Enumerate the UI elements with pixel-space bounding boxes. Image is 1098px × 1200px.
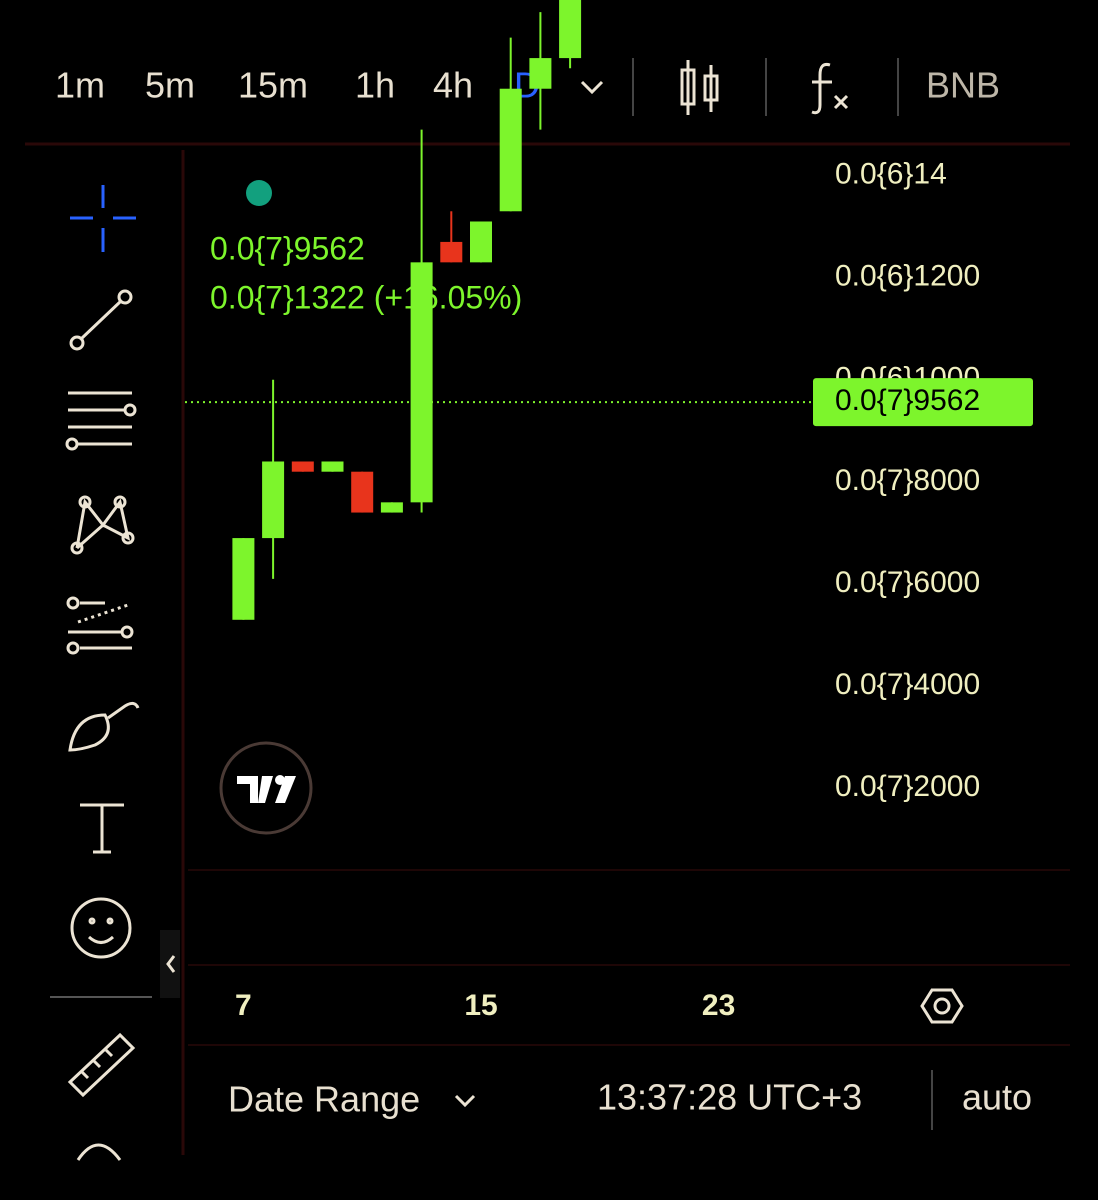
readout-change: 0.0{7}1322 (+16.05%) [210, 279, 522, 315]
fib-tool[interactable] [65, 391, 137, 451]
y-tick-label: 0.0{6}1200 [835, 260, 980, 293]
pattern-tool[interactable] [70, 495, 135, 555]
collapse-arrow [166, 955, 176, 973]
scale-button[interactable]: auto [962, 1077, 1032, 1118]
indicators-button[interactable] [811, 63, 849, 115]
ruler-tool[interactable] [67, 1032, 136, 1098]
interval-button[interactable]: 5m [145, 65, 195, 106]
y-tick-label: 0.0{7}4000 [835, 668, 980, 701]
emoji-tool[interactable] [70, 897, 132, 959]
symbol[interactable]: BNB [926, 65, 1000, 106]
logo [219, 741, 313, 835]
candle-body [440, 241, 463, 263]
status-dot [246, 180, 272, 206]
collapse-button[interactable] [160, 930, 180, 998]
projection-tool[interactable] [66, 596, 134, 655]
interval-button[interactable]: 15m [238, 65, 308, 106]
chart-type-button[interactable] [680, 60, 719, 115]
clock: 13:37:28 UTC+3 [597, 1077, 862, 1118]
date-range-button[interactable]: Date Range [228, 1079, 420, 1120]
y-tick-label: 0.0{7}8000 [835, 464, 980, 497]
interval-dropdown[interactable] [580, 80, 604, 95]
last-price-label: 0.0{7}9562 [835, 384, 980, 417]
candle-body [321, 461, 344, 472]
candle-body [499, 88, 522, 212]
y-tick-label: 0.0{7}2000 [835, 770, 980, 803]
interval-button[interactable]: 1h [355, 65, 395, 106]
y-tick-label: 0.0{7}6000 [835, 566, 980, 599]
x-tick-label: 23 [702, 989, 735, 1022]
candle-body [351, 471, 374, 513]
trendline-tool[interactable] [69, 289, 133, 351]
candle-body [559, 0, 582, 59]
settings-button-center [933, 997, 951, 1015]
interval-button[interactable]: 4h [433, 65, 473, 106]
candle-body [232, 538, 255, 620]
last-price-tag [813, 378, 1033, 427]
text-tool[interactable] [80, 803, 124, 854]
brush-tool[interactable] [68, 701, 140, 752]
x-tick-label: 15 [464, 989, 497, 1022]
candle-body [529, 58, 552, 89]
readout-price: 0.0{7}9562 [210, 230, 365, 266]
more-tools[interactable] [76, 1143, 122, 1161]
settings-button[interactable] [920, 988, 964, 1024]
y-tick-label: 0.0{6}14 [835, 157, 947, 190]
date-range-dropdown[interactable] [454, 1094, 476, 1108]
candle-body [291, 461, 314, 472]
candle-body [470, 221, 492, 263]
x-tick-label: 7 [235, 989, 252, 1022]
crosshair-tool[interactable] [70, 185, 136, 252]
candle-body [262, 461, 285, 539]
interval-button[interactable]: 1m [55, 65, 105, 106]
candle-body [410, 262, 433, 503]
candle-body [380, 502, 403, 513]
